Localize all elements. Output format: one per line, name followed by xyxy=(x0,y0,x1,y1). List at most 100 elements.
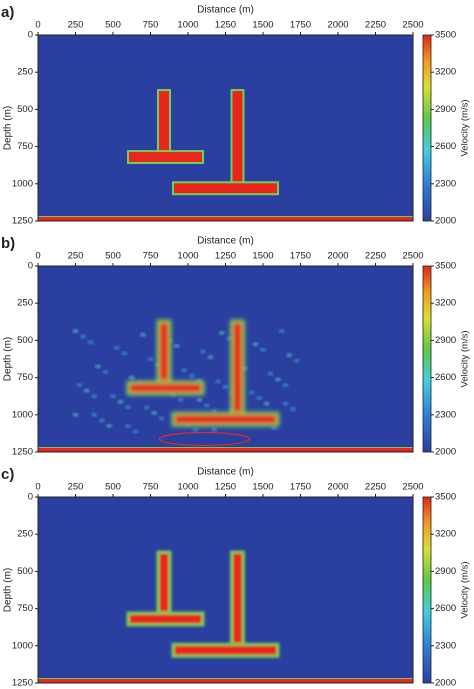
anomaly xyxy=(126,319,280,427)
artifact xyxy=(147,357,154,361)
artifact xyxy=(106,423,113,428)
y-tick-label: 0 xyxy=(28,261,33,272)
artifact xyxy=(192,427,199,432)
colorbar-tick-label: 2300 xyxy=(435,640,456,651)
y-tick-label: 1000 xyxy=(12,409,33,420)
colorbar-title: Velocity (m/s) xyxy=(460,99,471,156)
y-tick-label: 1000 xyxy=(12,178,33,189)
x-tick-label: 250 xyxy=(68,251,84,262)
y-tick-label: 1250 xyxy=(12,447,33,458)
y-axis-title: Depth (m) xyxy=(3,568,14,612)
y-tick-label: 1250 xyxy=(12,678,33,689)
colorbar-tick-label: 3500 xyxy=(435,261,456,272)
artifact xyxy=(177,397,184,402)
colorbar-title: Velocity (m/s) xyxy=(460,561,471,618)
y-tick-label: 0 xyxy=(28,30,33,41)
x-axis-title: Distance (m) xyxy=(197,5,254,16)
artifact xyxy=(222,384,229,389)
colorbar-tick-label: 3200 xyxy=(435,298,456,309)
artifact xyxy=(91,394,98,399)
x-tick-label: 250 xyxy=(68,482,84,493)
anomaly xyxy=(126,550,280,658)
x-tick-label: 1250 xyxy=(215,251,236,262)
artifact xyxy=(260,347,266,352)
x-axis-title: Distance (m) xyxy=(197,236,254,247)
y-tick-label: 750 xyxy=(17,372,33,383)
artifact xyxy=(98,418,105,423)
colorbar-tick-label: 2600 xyxy=(435,372,456,383)
x-tick-label: 1000 xyxy=(177,482,198,493)
anomaly-part xyxy=(126,380,205,396)
anomaly-part xyxy=(157,89,171,160)
artifact xyxy=(282,401,289,406)
colorbar-title: Velocity (m/s) xyxy=(460,330,471,387)
colorbar-tick-label: 2300 xyxy=(435,409,456,420)
artifact xyxy=(158,416,165,421)
x-tick-label: 1000 xyxy=(177,20,198,31)
artifact xyxy=(125,423,131,428)
artifact xyxy=(256,396,263,401)
y-tick-label: 1000 xyxy=(12,640,33,651)
artifact xyxy=(125,405,131,410)
y-axis-title: Depth (m) xyxy=(3,337,14,381)
artifact xyxy=(91,412,98,417)
y-tick-label: 0 xyxy=(28,492,33,503)
x-tick-label: 0 xyxy=(35,251,40,262)
artifact xyxy=(110,394,116,399)
colorbar-tick-label: 2000 xyxy=(435,216,456,227)
panel-label: c) xyxy=(1,466,14,483)
artifact xyxy=(290,407,296,412)
artifact xyxy=(267,371,274,376)
anomaly-part xyxy=(230,319,245,424)
artifact xyxy=(286,353,293,358)
y-tick-label: 750 xyxy=(17,141,33,152)
x-tick-label: 2250 xyxy=(365,482,386,493)
artifact xyxy=(188,373,195,378)
artifact xyxy=(143,405,150,410)
x-tick-label: 500 xyxy=(105,20,121,31)
x-tick-label: 1250 xyxy=(215,20,236,31)
y-tick-label: 250 xyxy=(17,529,33,540)
artifact xyxy=(117,399,124,404)
y-tick-label: 250 xyxy=(17,67,33,78)
panel xyxy=(37,265,414,453)
x-tick-label: 2000 xyxy=(327,482,348,493)
colorbar-tick-label: 3500 xyxy=(435,30,456,41)
anomaly-part xyxy=(156,319,172,392)
artifact xyxy=(113,345,120,350)
artifact xyxy=(293,358,300,363)
artifact xyxy=(76,383,83,388)
x-tick-label: 2000 xyxy=(327,251,348,262)
y-tick-label: 500 xyxy=(17,566,33,577)
artifact xyxy=(211,427,218,432)
artifact xyxy=(140,332,146,337)
artifact xyxy=(80,334,86,339)
x-tick-label: 2500 xyxy=(402,251,423,262)
x-tick-label: 2500 xyxy=(402,20,423,31)
panel-label: b) xyxy=(1,235,15,252)
colorbar-tick-label: 2900 xyxy=(435,104,456,115)
artifact xyxy=(128,375,135,380)
artifact xyxy=(271,425,278,430)
y-tick-label: 500 xyxy=(17,335,33,346)
anomaly-part xyxy=(230,550,245,655)
anomaly-part xyxy=(156,550,172,623)
colorbar xyxy=(422,496,432,684)
artifact xyxy=(203,403,210,408)
y-tick-label: 500 xyxy=(17,104,33,115)
x-tick-label: 1500 xyxy=(252,482,273,493)
artifact xyxy=(218,330,225,335)
y-axis-title: Depth (m) xyxy=(3,106,14,150)
panel-label: a) xyxy=(1,4,14,21)
artifact xyxy=(72,329,79,334)
artifact xyxy=(252,342,259,347)
anomaly-part xyxy=(127,150,204,164)
anomaly xyxy=(127,89,279,196)
colorbar-tick-label: 2000 xyxy=(435,678,456,689)
colorbar-tick-label: 2300 xyxy=(435,178,456,189)
artifact xyxy=(95,364,101,369)
artifact xyxy=(282,383,289,388)
artifact xyxy=(275,377,281,382)
artifact xyxy=(263,401,270,406)
